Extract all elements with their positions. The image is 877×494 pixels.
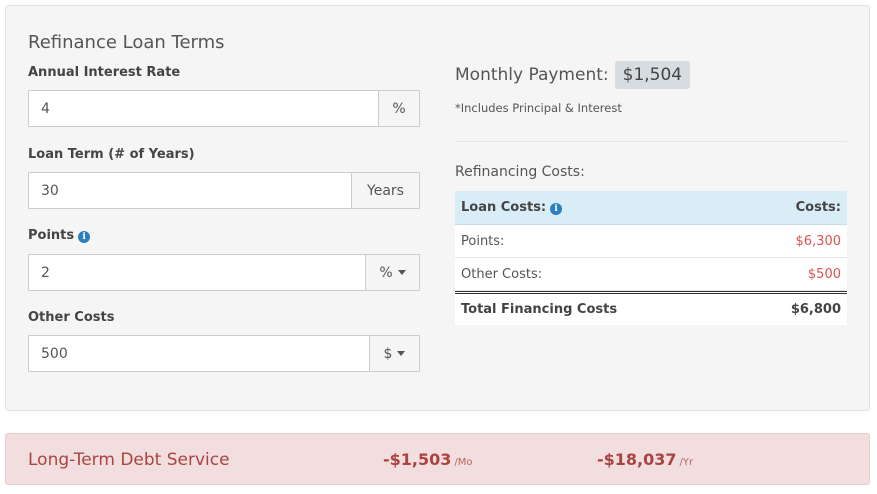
interest-rate-label: Annual Interest Rate	[28, 65, 181, 80]
points-unit-value: %	[379, 264, 393, 281]
divider	[455, 141, 847, 142]
total-label: Total Financing Costs	[461, 302, 618, 317]
debt-monthly-unit: /Mo	[454, 457, 473, 468]
points-unit-dropdown[interactable]: %	[365, 255, 419, 290]
refinancing-costs-title: Refinancing Costs:	[455, 164, 585, 180]
total-row: Total Financing Costs $6,800	[455, 291, 847, 325]
points-label: Points	[28, 228, 75, 243]
years-addon: Years	[351, 173, 419, 208]
other-costs-unit-value: $	[383, 345, 393, 362]
info-icon[interactable]: i	[78, 231, 91, 243]
other-costs-unit-dropdown[interactable]: $	[369, 336, 419, 371]
caret-down-icon	[397, 351, 406, 356]
row-value: $6,300	[795, 233, 842, 249]
points-label-wrap: Points i	[28, 228, 91, 243]
debt-yearly-unit: /Yr	[679, 457, 694, 468]
loan-term-group: Years	[28, 172, 420, 209]
total-value: $6,800	[790, 302, 841, 317]
payment-note: *Includes Principal & Interest	[455, 101, 622, 115]
loan-costs-header-wrap: Loan Costs: i	[461, 200, 563, 215]
long-term-debt-service-bar: Long-Term Debt Service -$1,503/Mo -$18,0…	[5, 433, 870, 485]
points-group: %	[28, 254, 420, 291]
refinancing-costs-table: Loan Costs: i Costs: Points: $6,300 Other…	[455, 191, 847, 325]
other-costs-label: Other Costs	[28, 310, 115, 325]
costs-header: Costs:	[795, 200, 841, 215]
debt-yearly: -$18,037/Yr	[597, 450, 693, 469]
row-value: $500	[807, 266, 841, 282]
loan-term-label: Loan Term (# of Years)	[28, 147, 195, 162]
caret-down-icon	[397, 270, 406, 275]
points-input[interactable]	[29, 255, 365, 290]
other-costs-group: $	[28, 335, 420, 372]
row-label: Points:	[461, 233, 505, 249]
debt-monthly: -$1,503/Mo	[383, 450, 473, 469]
interest-rate-input[interactable]	[29, 91, 378, 126]
section-title: Refinance Loan Terms	[28, 32, 225, 53]
table-row: Points: $6,300	[455, 225, 847, 258]
loan-costs-header: Loan Costs:	[461, 200, 547, 215]
loan-term-input[interactable]	[29, 173, 351, 208]
monthly-payment-label: Monthly Payment:	[455, 65, 609, 85]
debt-service-title: Long-Term Debt Service	[28, 450, 230, 470]
table-header: Loan Costs: i Costs:	[455, 191, 847, 225]
monthly-payment: Monthly Payment: $1,504	[455, 61, 691, 89]
monthly-payment-value: $1,504	[614, 61, 691, 89]
interest-rate-group: %	[28, 90, 420, 127]
debt-monthly-value: -$1,503	[383, 450, 452, 469]
loan-terms-panel: Refinance Loan Terms Annual Interest Rat…	[5, 5, 870, 411]
other-costs-input[interactable]	[29, 336, 369, 371]
table-row: Other Costs: $500	[455, 258, 847, 291]
info-icon[interactable]: i	[550, 203, 563, 215]
row-label: Other Costs:	[461, 266, 543, 282]
debt-yearly-value: -$18,037	[597, 450, 677, 469]
percent-addon: %	[378, 91, 419, 126]
